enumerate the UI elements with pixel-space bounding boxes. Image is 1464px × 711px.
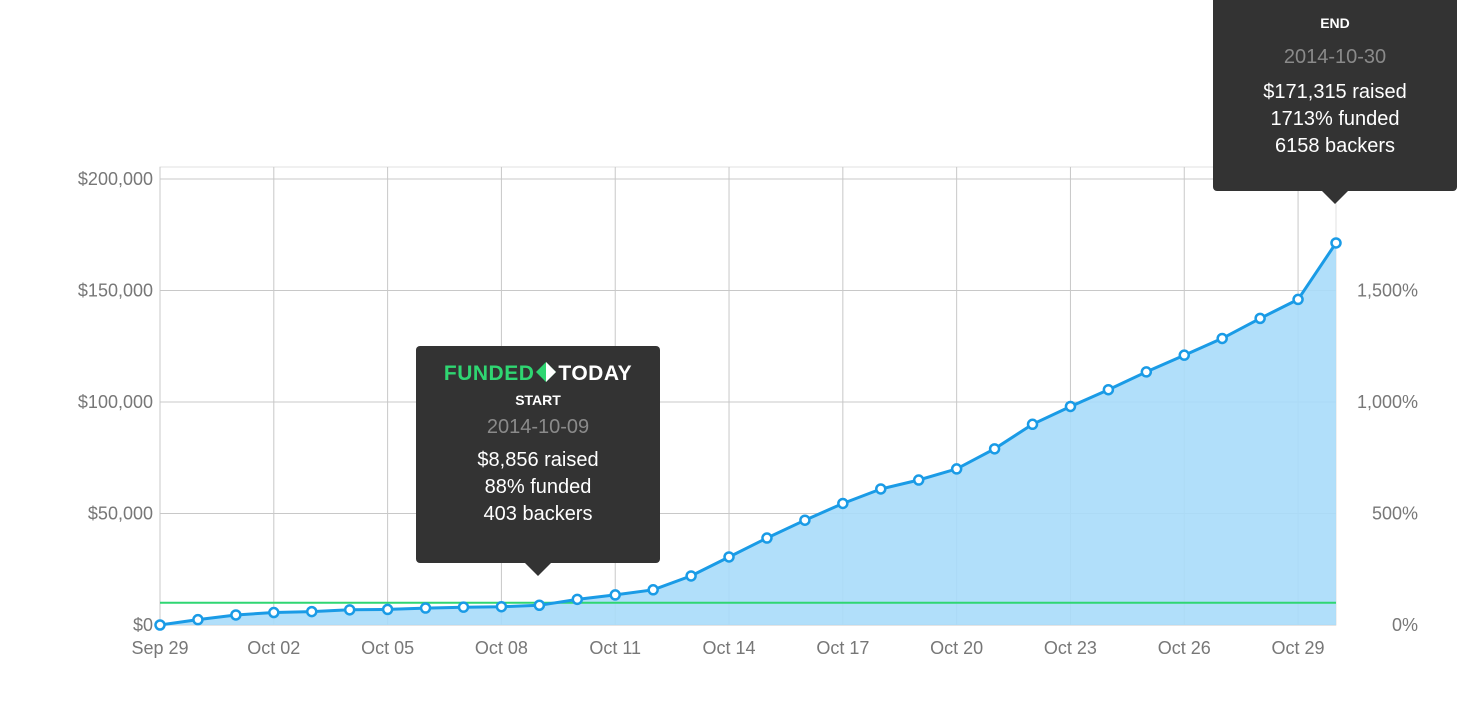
x-tick-label: Sep 29 <box>131 638 188 658</box>
data-point <box>723 551 735 563</box>
y-tick-label-right: 1,500% <box>1357 281 1418 301</box>
data-point <box>1330 237 1342 249</box>
data-points <box>154 237 1342 631</box>
tooltip-label: START <box>515 392 561 408</box>
data-point <box>571 593 584 606</box>
data-point <box>647 584 659 596</box>
start-tooltip: FUNDED TODAY START 2014-10-09 $8,856 rais… <box>416 346 660 576</box>
tooltip-backers: 6158 backers <box>1274 135 1396 157</box>
data-point <box>192 613 204 626</box>
y-tick-label-left: $150,000 <box>78 281 153 301</box>
y-axis-left-ticks: $0 $50,000 $100,000 $150,000 $200,000 <box>78 169 153 635</box>
data-point <box>799 514 811 526</box>
x-axis-ticks: Sep 29 Oct 02 Oct 05 Oct 08 Oct 11 Oct 14 Oct … <box>131 638 1324 658</box>
data-point <box>230 609 242 621</box>
tooltip-backers: 403 backers <box>483 503 593 525</box>
x-tick-label: Oct 02 <box>247 638 300 658</box>
data-point <box>685 570 697 582</box>
x-tick-label: Oct 08 <box>475 638 528 658</box>
data-point <box>419 602 432 614</box>
data-point <box>875 483 887 495</box>
x-tick-label: Oct 17 <box>816 638 869 658</box>
logo-diamond-icon <box>536 362 557 382</box>
data-point <box>950 463 963 475</box>
data-point <box>495 600 508 613</box>
data-point <box>912 474 925 486</box>
funded-today-logo: FUNDED TODAY <box>416 361 660 386</box>
x-tick-label: Oct 20 <box>930 638 983 658</box>
data-point <box>154 619 166 631</box>
y-tick-label-right: 1,000% <box>1357 392 1418 412</box>
x-tick-label: Oct 23 <box>1044 638 1097 658</box>
tooltip-raised: $8,856 raised <box>477 449 599 471</box>
x-tick-label: Oct 29 <box>1272 638 1325 658</box>
data-point <box>381 603 394 616</box>
tooltip-funded: 88% funded <box>484 476 592 498</box>
x-tick-label: Oct 11 <box>589 638 641 658</box>
data-point <box>1292 293 1304 306</box>
tooltip-label: END <box>1320 15 1350 31</box>
data-point <box>268 606 280 619</box>
x-tick-label: Oct 26 <box>1158 638 1211 658</box>
logo-text-funded: FUNDED <box>443 362 535 385</box>
data-point <box>1178 349 1191 361</box>
y-tick-label-left: $50,000 <box>88 504 153 524</box>
data-point <box>761 532 773 544</box>
logo-text-today: TODAY <box>558 362 633 385</box>
x-tick-label: Oct 14 <box>703 638 756 658</box>
data-point <box>837 497 849 510</box>
y-tick-label-right: 0% <box>1392 615 1418 635</box>
area-fill <box>160 243 1336 625</box>
y-tick-label-right: 500% <box>1372 504 1418 524</box>
x-tick-label: Oct 05 <box>361 638 414 658</box>
data-point <box>1102 383 1115 396</box>
y-axis-right-ticks: 0% 500% 1,000% 1,500% <box>1357 281 1418 636</box>
data-point <box>1254 312 1266 325</box>
data-point <box>988 443 1001 455</box>
data-point <box>1216 332 1228 345</box>
data-point <box>1026 418 1039 431</box>
y-tick-label-left: $200,000 <box>78 169 153 189</box>
y-tick-label-left: $0 <box>133 615 153 635</box>
data-point <box>305 605 318 618</box>
data-point <box>609 589 621 601</box>
data-point <box>1140 366 1153 378</box>
tooltip-funded: 1713% funded <box>1270 108 1400 130</box>
tooltip-date: 2014-10-09 <box>486 416 590 438</box>
data-point <box>1064 400 1077 413</box>
end-tooltip: END 2014-10-30 $171,315 raised 1713% fun… <box>1213 0 1457 204</box>
tooltip-raised: $171,315 raised <box>1263 81 1407 103</box>
data-point <box>533 599 546 612</box>
data-point <box>343 604 356 616</box>
y-tick-label-left: $100,000 <box>78 392 153 412</box>
tooltip-date: 2014-10-30 <box>1283 46 1387 68</box>
series-line <box>159 242 1338 627</box>
data-point <box>457 601 470 613</box>
